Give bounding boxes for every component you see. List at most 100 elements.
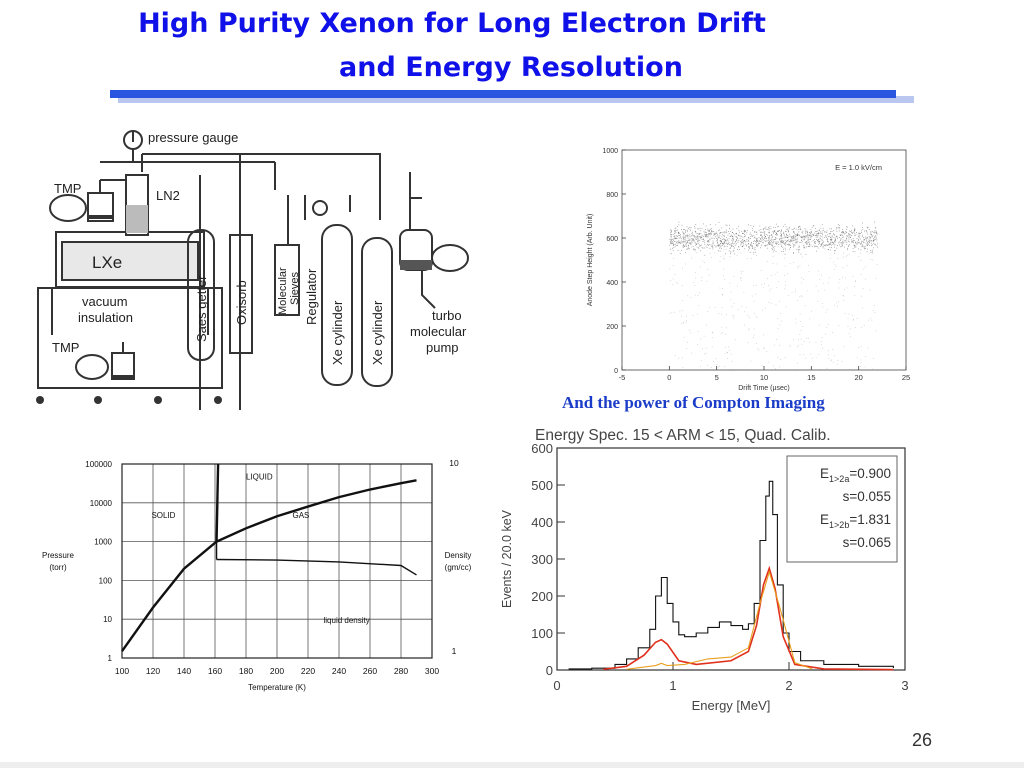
scatter-point (679, 242, 681, 244)
scatter-point (705, 234, 707, 236)
scatter-point (777, 233, 779, 235)
scatter-point (828, 249, 830, 251)
scatter-point (755, 284, 757, 286)
scatter-xtick-label: 0 (667, 373, 671, 382)
scatter-point (764, 233, 765, 235)
scatter-point (733, 246, 734, 247)
scatter-point (837, 245, 838, 246)
scatter-point (709, 233, 710, 234)
scatter-point (802, 232, 804, 234)
scatter-point (869, 239, 871, 241)
scatter-point (806, 246, 808, 248)
scatter-point (762, 309, 763, 311)
scatter-point (750, 238, 751, 239)
scatter-point (725, 231, 727, 233)
scatter-point (709, 230, 710, 232)
scatter-point (731, 234, 732, 236)
phase-xtick-label: 200 (270, 666, 284, 676)
scatter-point (756, 245, 758, 246)
scatter-point (768, 361, 770, 363)
scatter-point (822, 234, 823, 236)
scatter-point (690, 227, 692, 229)
scatter-point (717, 235, 719, 237)
scatter-point (694, 231, 696, 232)
scatter-point (877, 243, 879, 245)
scatter-point (724, 246, 726, 248)
scatter-point (847, 247, 849, 249)
scatter-point (860, 253, 862, 254)
scatter-point (846, 287, 848, 289)
scatter-point (808, 270, 810, 272)
scatter-point (764, 232, 766, 234)
scatter-point (874, 221, 875, 223)
scatter-point (704, 232, 706, 234)
scatter-point (689, 236, 691, 238)
phase-ytick-label: 10 (103, 615, 112, 624)
scatter-point (677, 245, 678, 247)
scatter-point (860, 365, 861, 367)
scatter-point (800, 253, 802, 255)
scatter-point (685, 240, 686, 242)
scatter-point (852, 319, 854, 321)
scatter-point (768, 237, 769, 239)
scatter-point (785, 285, 787, 286)
scatter-point (733, 276, 735, 277)
scatter-point (828, 277, 830, 279)
scatter-point (832, 241, 833, 243)
phase-ylabel-right: Density (445, 551, 472, 560)
scatter-point (738, 231, 740, 233)
scatter-point (818, 290, 819, 292)
scatter-point (786, 243, 788, 245)
scatter-point (715, 236, 716, 238)
scatter-point (710, 228, 711, 230)
scatter-point (815, 246, 817, 248)
scatter-point (689, 226, 691, 228)
compton-caption: And the power of Compton Imaging (562, 393, 825, 412)
scatter-point (697, 236, 698, 238)
scatter-point (684, 245, 685, 247)
phase-xtick-label: 140 (177, 666, 191, 676)
scatter-point (670, 235, 672, 237)
scatter-point (683, 234, 684, 236)
scatter-point (872, 259, 874, 261)
scatter-point (706, 241, 708, 243)
scatter-point (876, 264, 878, 265)
scatter-point (845, 240, 847, 242)
scatter-point (723, 243, 724, 245)
scatter-point (753, 235, 755, 236)
scatter-point (676, 238, 678, 240)
scatter-point (705, 245, 707, 247)
scatter-point (761, 238, 763, 240)
scatter-point (752, 230, 754, 231)
scatter-point (868, 228, 870, 230)
scatter-point (852, 275, 854, 277)
scatter-point (860, 243, 861, 245)
scatter-point (841, 232, 842, 233)
scatter-point (773, 248, 775, 250)
scatter-point (864, 245, 866, 247)
scatter-point (672, 249, 674, 251)
scatter-ylabel: Anode Step Height (Arb. Unit) (587, 214, 594, 307)
scatter-point (788, 243, 790, 245)
scatter-point (707, 236, 709, 238)
scatter-point (803, 246, 805, 248)
scatter-point (813, 225, 814, 226)
scatter-point (803, 239, 805, 241)
scatter-point (829, 233, 831, 235)
scatter-point (729, 248, 731, 249)
scatter-point (838, 228, 840, 230)
scatter-point (791, 237, 793, 239)
scatter-point (711, 228, 713, 230)
scatter-point (675, 236, 677, 238)
scatter-point (814, 241, 816, 243)
scatter-point (868, 239, 870, 241)
scatter-point (833, 237, 835, 239)
scatter-point (763, 239, 764, 241)
scatter-point (748, 246, 749, 248)
scatter-point (744, 240, 745, 241)
scatter-point (734, 247, 735, 249)
scatter-point (734, 339, 736, 341)
scatter-point (723, 238, 725, 240)
scatter-ytick-label: 400 (606, 280, 618, 287)
scatter-point (788, 231, 789, 233)
